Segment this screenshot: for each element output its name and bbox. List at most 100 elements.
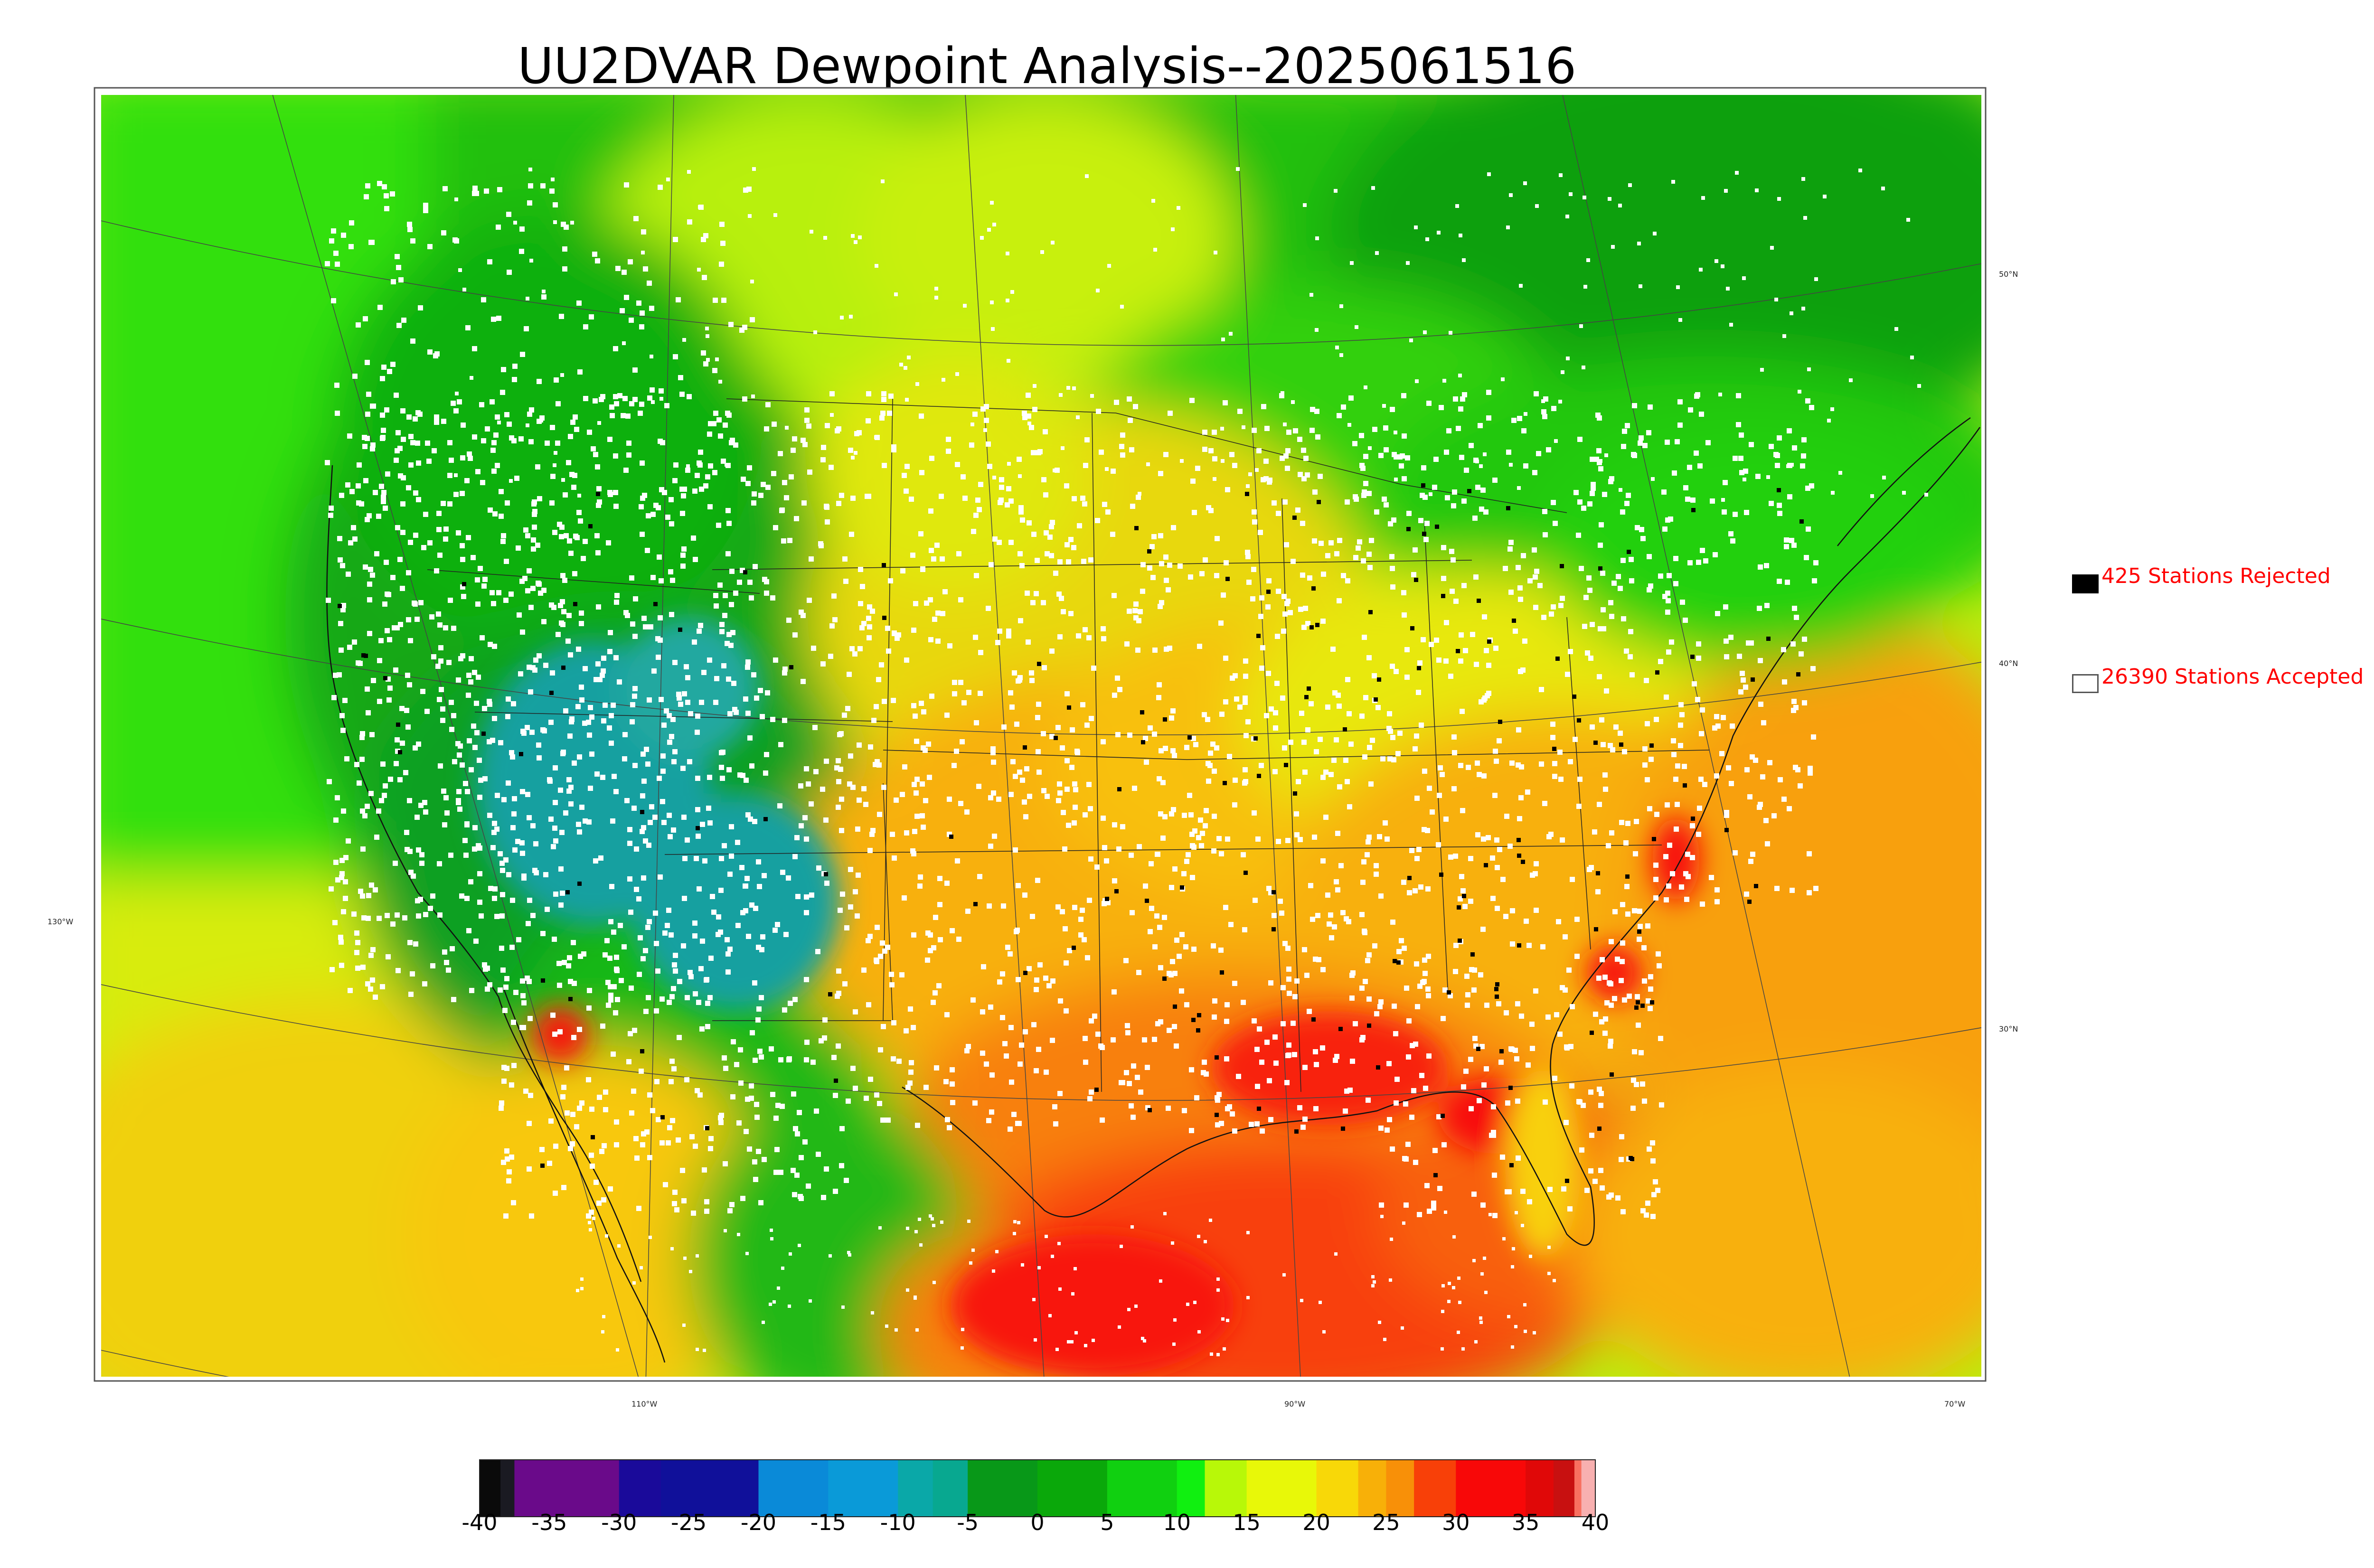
- station-marker: [801, 500, 807, 506]
- station-marker: [669, 521, 674, 526]
- station-marker: [1500, 877, 1506, 882]
- station-marker: [905, 1085, 911, 1090]
- station-marker: [1219, 851, 1224, 856]
- station-marker: [1008, 951, 1013, 957]
- station-marker: [1805, 486, 1810, 491]
- station-marker: [1264, 426, 1270, 431]
- station-marker: [1572, 695, 1576, 699]
- station-marker: [1056, 798, 1061, 803]
- colorbar-segment: [1358, 1460, 1387, 1517]
- station-marker: [596, 1201, 602, 1206]
- station-marker: [523, 527, 528, 533]
- station-marker: [1224, 1019, 1229, 1024]
- station-marker: [1560, 564, 1564, 568]
- station-marker: [496, 316, 501, 321]
- station-marker: [419, 852, 424, 857]
- station-marker: [1345, 779, 1350, 784]
- station-marker: [944, 713, 950, 718]
- station-marker: [1778, 777, 1783, 782]
- station-marker: [405, 847, 410, 852]
- station-marker: [1757, 606, 1762, 611]
- station-marker: [1513, 629, 1518, 634]
- station-marker: [1186, 852, 1191, 857]
- station-marker: [718, 433, 723, 439]
- station-marker: [386, 954, 391, 959]
- station-marker: [1187, 793, 1192, 798]
- station-marker: [1540, 944, 1545, 949]
- station-marker: [681, 815, 687, 820]
- station-marker: [1477, 1098, 1482, 1103]
- station-marker: [1723, 480, 1728, 485]
- station-marker: [1620, 558, 1626, 563]
- station-marker: [904, 488, 909, 494]
- station-marker: [596, 486, 602, 491]
- station-marker: [1403, 1101, 1408, 1107]
- station-marker: [539, 1147, 545, 1152]
- station-marker: [330, 967, 335, 972]
- station-marker: [987, 464, 992, 469]
- station-marker: [745, 481, 751, 486]
- station-marker: [370, 404, 375, 409]
- station-marker: [651, 668, 657, 674]
- station-marker: [415, 815, 420, 820]
- station-marker: [1179, 932, 1185, 937]
- station-marker: [1622, 997, 1627, 1003]
- station-marker: [685, 468, 690, 473]
- station-marker: [1559, 173, 1563, 177]
- station-marker: [548, 720, 554, 725]
- station-marker: [929, 1214, 932, 1218]
- station-marker: [1052, 1104, 1057, 1109]
- station-marker: [708, 1136, 714, 1141]
- station-marker: [854, 431, 859, 436]
- station-marker: [1177, 954, 1182, 959]
- station-marker: [1451, 786, 1457, 791]
- station-marker: [566, 613, 572, 618]
- station-marker: [692, 488, 697, 494]
- station-marker: [744, 1129, 749, 1134]
- station-marker: [807, 598, 812, 603]
- station-marker: [1018, 509, 1024, 515]
- station-marker: [472, 434, 477, 440]
- station-marker: [1598, 626, 1603, 631]
- station-marker: [528, 1016, 533, 1021]
- station-marker: [745, 812, 751, 817]
- station-marker: [671, 986, 676, 991]
- station-marker: [1639, 435, 1644, 441]
- station-marker: [340, 563, 345, 568]
- station-marker: [1484, 1003, 1489, 1008]
- station-marker: [1128, 418, 1133, 423]
- station-marker: [1120, 452, 1125, 458]
- station-marker: [1654, 812, 1659, 817]
- station-marker: [1490, 896, 1496, 901]
- station-marker: [816, 865, 821, 871]
- station-marker: [914, 790, 919, 796]
- station-marker: [660, 799, 665, 804]
- station-marker: [831, 1055, 837, 1060]
- station-marker: [376, 808, 381, 814]
- station-marker: [1102, 901, 1107, 906]
- station-marker: [1365, 852, 1370, 857]
- station-marker: [512, 364, 518, 369]
- station-marker: [1518, 597, 1523, 602]
- station-marker: [783, 932, 789, 937]
- station-marker: [1339, 353, 1343, 357]
- station-marker: [1421, 637, 1426, 642]
- station-marker: [834, 1079, 838, 1083]
- station-marker: [451, 713, 456, 718]
- station-marker: [1172, 971, 1178, 976]
- station-marker: [961, 700, 967, 705]
- station-marker: [422, 800, 427, 805]
- station-marker: [509, 435, 514, 441]
- station-marker: [991, 327, 995, 331]
- station-marker: [549, 188, 555, 194]
- station-marker: [1523, 1303, 1526, 1306]
- station-marker: [1057, 1091, 1063, 1096]
- station-marker: [488, 642, 493, 647]
- station-marker: [613, 394, 618, 399]
- station-marker: [1359, 463, 1365, 468]
- station-marker: [1453, 854, 1458, 859]
- station-marker: [643, 624, 648, 629]
- station-marker: [1243, 695, 1248, 701]
- station-marker: [705, 474, 710, 479]
- station-marker: [891, 698, 896, 703]
